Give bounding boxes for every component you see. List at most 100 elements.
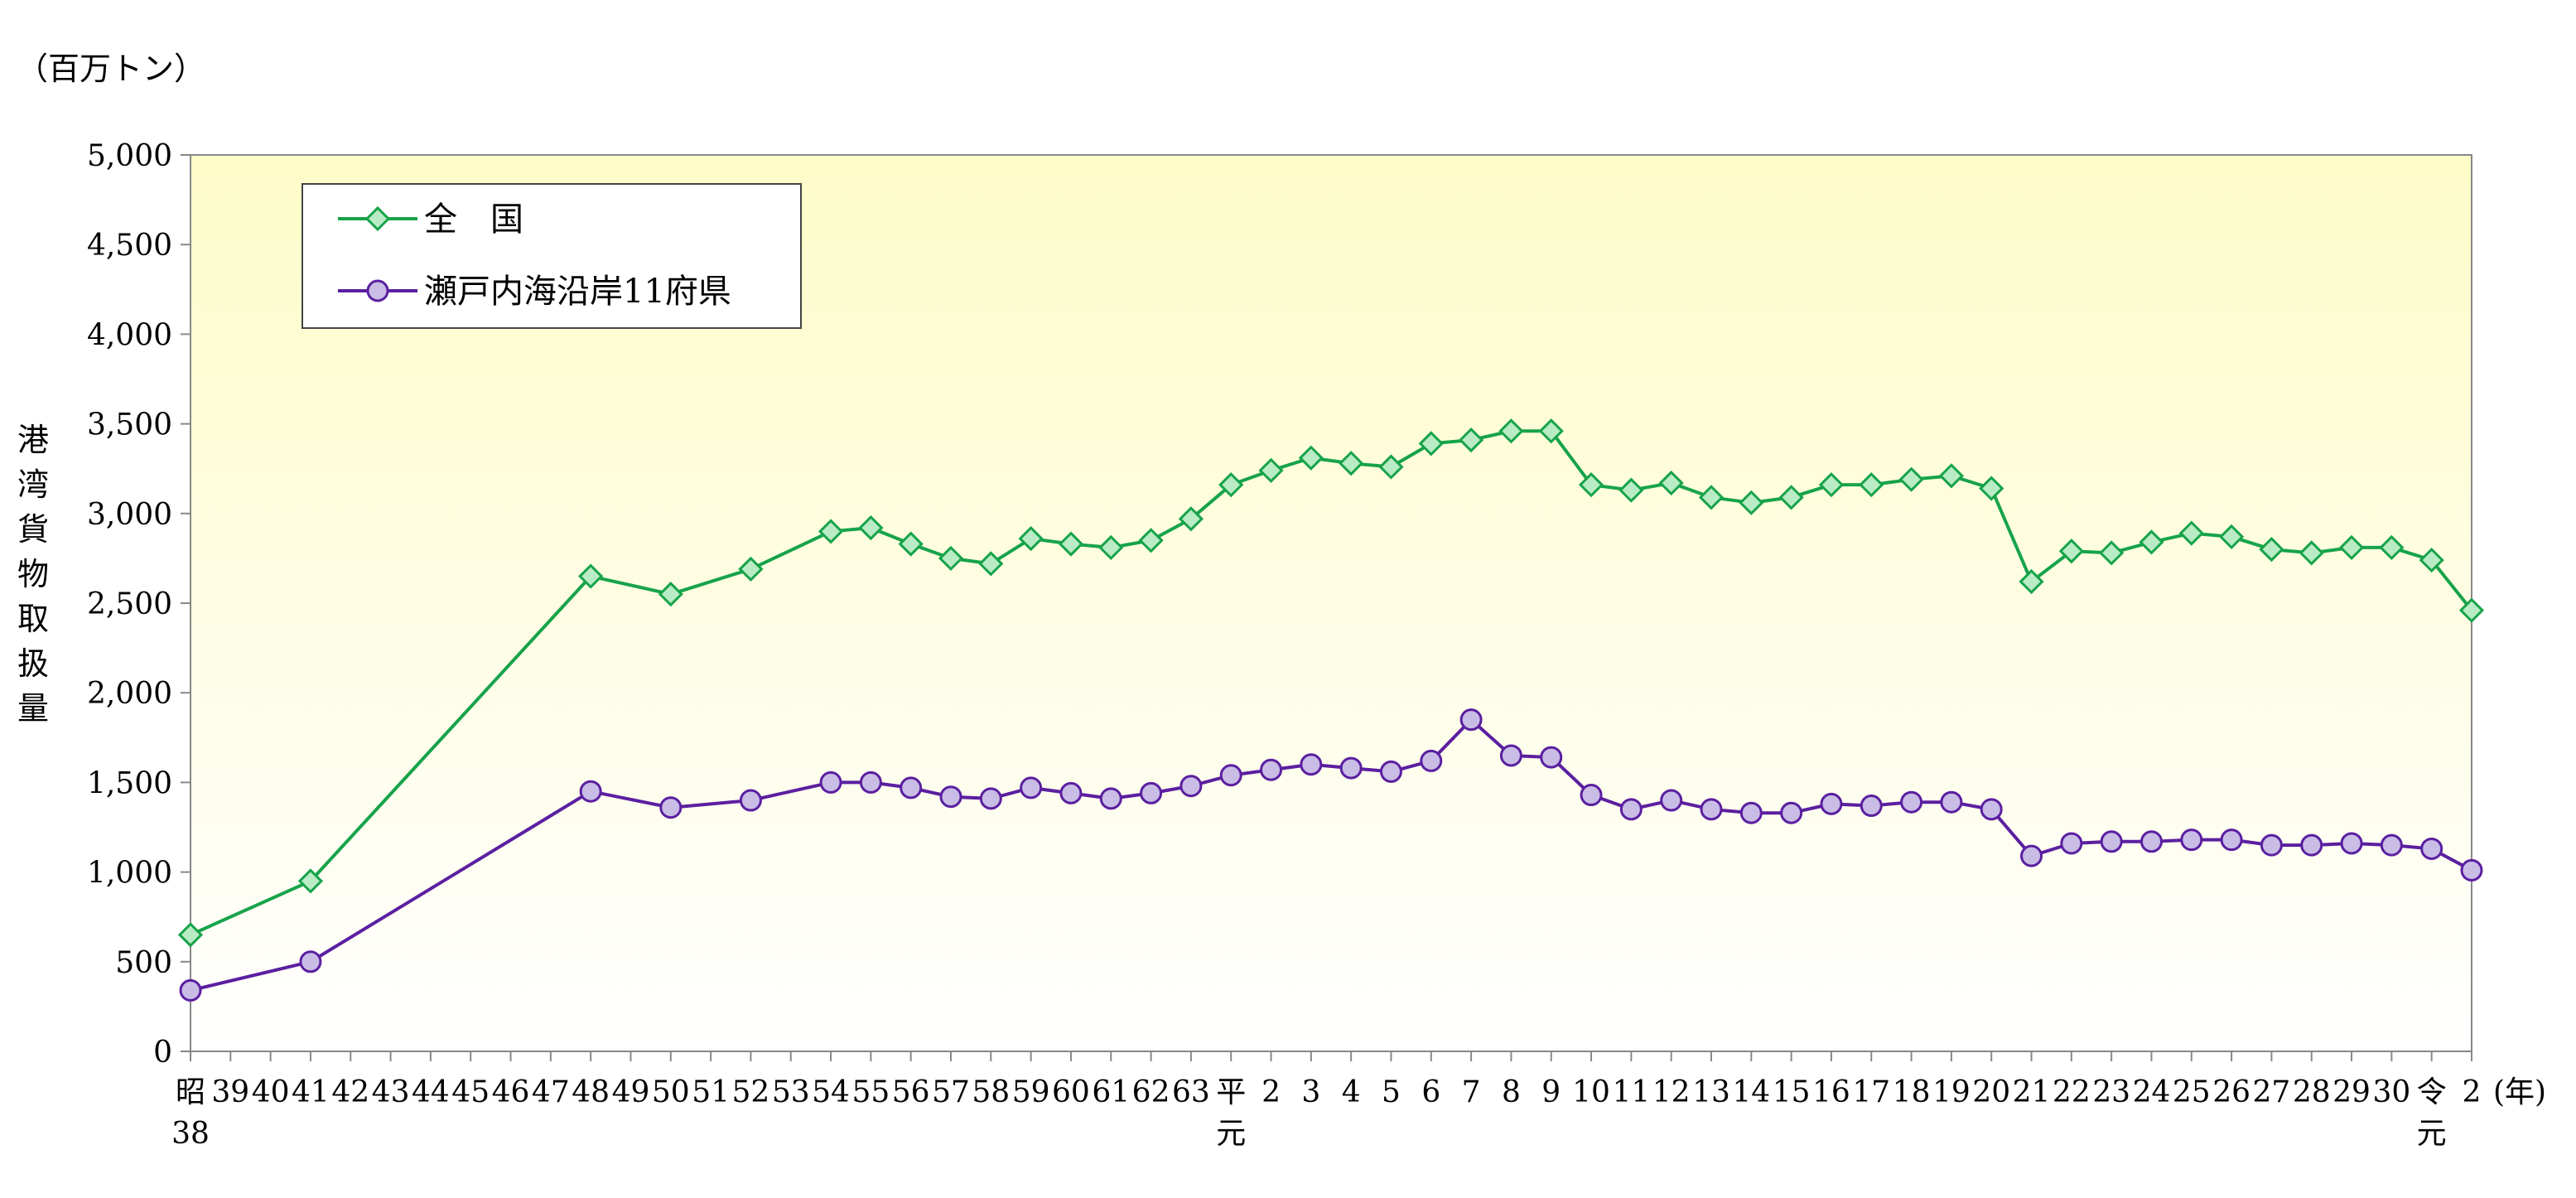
data-point bbox=[2460, 858, 2483, 882]
x-tick-label: 52 bbox=[732, 1075, 770, 1109]
data-point bbox=[1219, 764, 1242, 787]
data-point bbox=[2218, 524, 2245, 550]
data-point bbox=[2139, 529, 2164, 555]
x-tick-label: 19 bbox=[1932, 1075, 1971, 1109]
data-point bbox=[364, 205, 391, 232]
data-point bbox=[1538, 418, 1564, 444]
x-tick-label: 22 bbox=[2053, 1075, 2091, 1109]
y-tick-label: 5,000 bbox=[87, 139, 172, 173]
x-tick-label: 56 bbox=[892, 1075, 930, 1109]
data-point bbox=[1940, 790, 1963, 814]
series-0 bbox=[177, 418, 2485, 948]
x-tick-label: 元 bbox=[2417, 1117, 2447, 1151]
y-tick-label: 1,500 bbox=[87, 766, 172, 800]
data-point bbox=[2379, 534, 2405, 561]
legend-label: 全 国 bbox=[424, 200, 523, 239]
data-point bbox=[1658, 470, 1684, 496]
x-tick-label: 17 bbox=[1852, 1075, 1890, 1109]
data-point bbox=[1698, 485, 1725, 510]
x-tick-label: 3 bbox=[1301, 1075, 1320, 1109]
x-tick-label: 24 bbox=[2133, 1075, 2171, 1109]
data-point bbox=[1700, 798, 1723, 821]
data-point bbox=[1459, 708, 1483, 732]
data-point bbox=[2419, 547, 2444, 573]
y-axis-label-char: 取 bbox=[17, 601, 49, 637]
x-tick-label: 21 bbox=[2013, 1075, 2051, 1109]
legend-box bbox=[301, 183, 802, 329]
data-point bbox=[1900, 790, 1923, 814]
data-point bbox=[1339, 451, 1364, 476]
y-axis-label-char: 量 bbox=[17, 690, 49, 727]
data-point bbox=[1138, 528, 1164, 553]
x-tick-label: 47 bbox=[532, 1075, 570, 1109]
x-tick-label: 48 bbox=[572, 1075, 610, 1109]
x-tick-label: 50 bbox=[652, 1075, 690, 1109]
data-point bbox=[1178, 506, 1204, 532]
data-point bbox=[1339, 756, 1363, 780]
x-tick-label: 11 bbox=[1612, 1075, 1650, 1109]
x-tick-label: 54 bbox=[812, 1075, 850, 1109]
data-point bbox=[1739, 490, 1764, 515]
data-point bbox=[1140, 781, 1163, 804]
data-point bbox=[578, 563, 604, 589]
x-tick-label: 2 bbox=[1261, 1075, 1281, 1109]
data-point bbox=[1458, 427, 1484, 453]
series-layer bbox=[177, 418, 2485, 1002]
data-point bbox=[2060, 832, 2083, 855]
data-point bbox=[978, 551, 1004, 577]
data-point bbox=[1378, 454, 1404, 480]
x-tick-label: 7 bbox=[1462, 1075, 1481, 1109]
x-tick-label: 平 bbox=[1216, 1075, 1246, 1109]
x-tick-label: 61 bbox=[1092, 1075, 1130, 1109]
x-tick-label: 39 bbox=[211, 1075, 249, 1109]
y-axis: 0 500 1,000 1,500 2,000 2,500 3,000 3,500 4,000 4… bbox=[87, 139, 191, 1070]
x-tick-label: 令 bbox=[2417, 1075, 2447, 1109]
x-tick-label: 59 bbox=[1012, 1075, 1050, 1109]
y-tick-label: 3,000 bbox=[87, 498, 172, 532]
data-point bbox=[366, 279, 389, 302]
data-point bbox=[738, 556, 764, 582]
x-tick-label: 23 bbox=[2092, 1075, 2130, 1109]
data-point bbox=[2099, 540, 2125, 566]
data-point bbox=[858, 514, 884, 541]
x-axis-unit: (年) bbox=[2493, 1075, 2546, 1109]
x-tick-label: 16 bbox=[1812, 1075, 1850, 1109]
x-tick-label: 28 bbox=[2293, 1075, 2331, 1109]
x-tick-label: 2 bbox=[2463, 1075, 2482, 1109]
y-axis-label-char: 貨 bbox=[17, 511, 49, 548]
data-point bbox=[900, 776, 923, 799]
x-tick-label: 12 bbox=[1652, 1075, 1691, 1109]
data-point bbox=[1859, 472, 1884, 498]
data-point bbox=[1379, 760, 1402, 783]
data-point bbox=[2259, 536, 2284, 563]
y-axis-label-char: 物 bbox=[17, 556, 49, 592]
data-point bbox=[1780, 801, 1803, 824]
data-point bbox=[1540, 746, 1563, 769]
data-point bbox=[1660, 789, 1683, 812]
data-point bbox=[1739, 801, 1763, 824]
y-tick-label: 4,000 bbox=[87, 318, 172, 352]
x-tick-label: 13 bbox=[1692, 1075, 1730, 1109]
data-point bbox=[2019, 568, 2044, 595]
data-point bbox=[1980, 798, 2003, 821]
x-tick-label: 18 bbox=[1893, 1075, 1931, 1109]
legend-item: 瀬戸内海沿岸11府県 bbox=[338, 273, 731, 311]
data-point bbox=[1098, 534, 1124, 561]
y-tick-label: 2,500 bbox=[87, 587, 172, 621]
data-point bbox=[1820, 792, 1843, 815]
x-tick-label: 8 bbox=[1502, 1075, 1521, 1109]
x-tick-label: 53 bbox=[772, 1075, 810, 1109]
data-point bbox=[819, 770, 842, 794]
data-point bbox=[179, 978, 202, 1002]
data-point bbox=[2178, 520, 2204, 546]
x-tick-label: 25 bbox=[2173, 1075, 2211, 1109]
data-point bbox=[1059, 781, 1083, 804]
data-point bbox=[1580, 784, 1603, 807]
data-point bbox=[1618, 477, 1644, 503]
x-tick-label: 29 bbox=[2332, 1075, 2371, 1109]
data-point bbox=[898, 531, 924, 557]
x-tick-label: 元 bbox=[1216, 1117, 1246, 1151]
